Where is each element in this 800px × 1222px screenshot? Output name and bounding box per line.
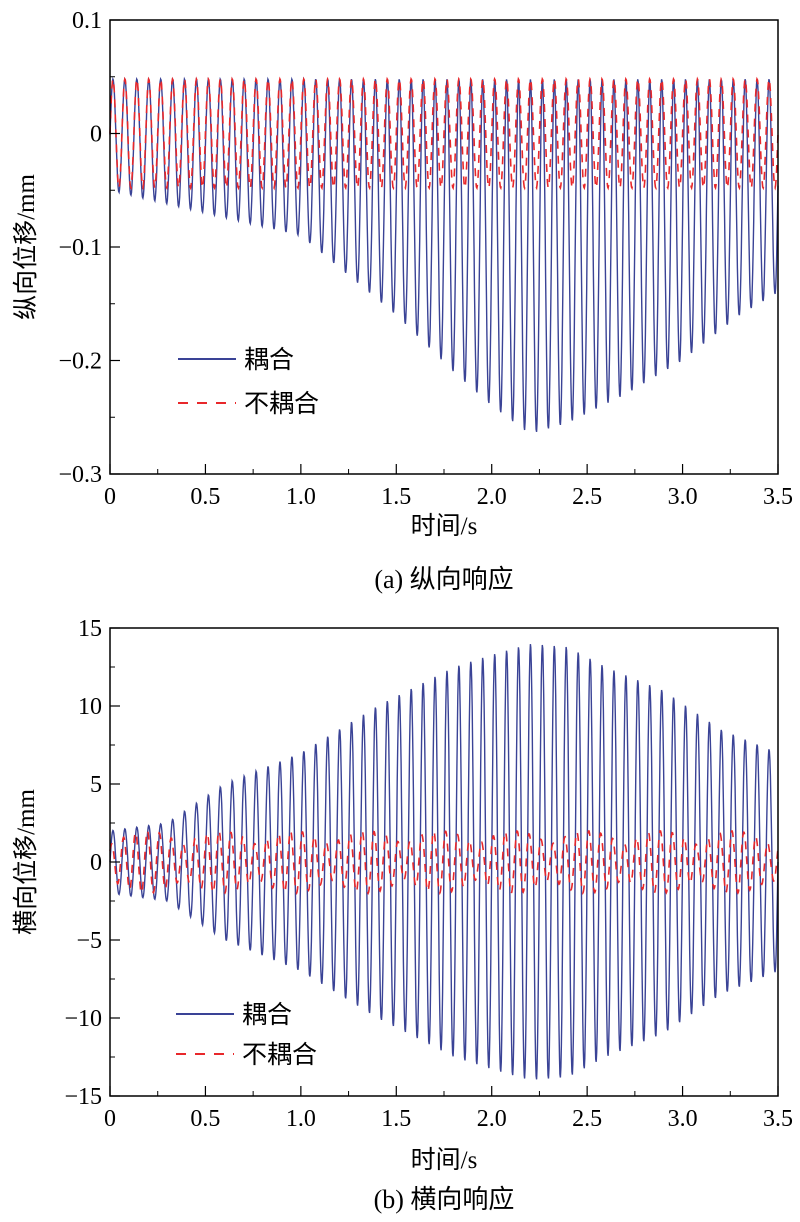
chart-a-x-tick-label: 2.0 <box>477 484 507 510</box>
chart-a-caption: (a) 纵向响应 <box>374 565 513 594</box>
chart-a-x-tick-label: 3.5 <box>763 484 793 510</box>
chart-a-x-tick-label: 0.5 <box>190 484 220 510</box>
chart-b-y-tick-label: −10 <box>64 1006 102 1032</box>
chart-a-x-tick-label: 0 <box>104 484 116 510</box>
chart-b-y-tick-label: 15 <box>78 616 102 642</box>
chart-a-y-tick-label: −0.2 <box>58 349 102 375</box>
chart-b-x-tick-label: 2.0 <box>477 1106 507 1132</box>
chart-b-x-tick-label: 0.5 <box>190 1106 220 1132</box>
chart-b-y-tick-label: 5 <box>90 772 102 798</box>
chart-a-xlabel: 时间/s <box>411 512 478 540</box>
chart-b-y-tick-label: −5 <box>76 928 102 954</box>
chart-a-ylabel: 纵向位移/mm <box>12 174 40 320</box>
chart-b-ylabel: 横向位移/mm <box>12 789 40 935</box>
chart-lateral: 0 0.5 1.0 1.5 2.0 2.5 3.0 3.5 15 10 5 0 −5 −10 −15 <box>64 616 793 1132</box>
chart-a-x-tick-label: 1.0 <box>286 484 316 510</box>
chart-a-y-tick-label: 0.1 <box>72 8 102 34</box>
chart-b-x-tick-label: 1.0 <box>286 1106 316 1132</box>
chart-b-y-tick-label: 0 <box>90 850 102 876</box>
chart-b-caption: (b) 横向响应 <box>374 1185 515 1214</box>
chart-b-series-coupled <box>109 644 779 1080</box>
chart-a-x-tick-label: 3.0 <box>668 484 698 510</box>
chart-b-x-tick-label: 2.5 <box>572 1106 602 1132</box>
chart-longitudinal: 0 0.5 1.0 1.5 2.0 2.5 3.0 3.5 0.1 0 −0.1 −0.2 −0.3 <box>58 8 793 510</box>
chart-a-series-uncoupled <box>109 76 779 191</box>
chart-b-x-tick-label: 3.0 <box>668 1106 698 1132</box>
chart-b-y-tick-label: −15 <box>64 1084 102 1110</box>
chart-b-legend: 耦合 不耦合 <box>176 1001 317 1069</box>
chart-a-y-tick-label: −0.3 <box>58 462 102 488</box>
chart-b-x-tick-label: 1.5 <box>381 1106 411 1132</box>
chart-a-y-tick-label: 0 <box>90 122 102 148</box>
chart-a-x-tick-label: 2.5 <box>572 484 602 510</box>
chart-b-y-tick-label: 10 <box>78 694 102 720</box>
chart-a-y-tick-label: −0.1 <box>58 235 102 261</box>
chart-b-x-tick-label: 3.5 <box>763 1106 793 1132</box>
chart-b-series-uncoupled <box>109 830 779 896</box>
chart-b-xlabel: 时间/s <box>411 1146 478 1174</box>
chart-b-x-tick-label: 0 <box>104 1106 116 1132</box>
chart-b-legend-label-uncoupled: 不耦合 <box>242 1041 317 1069</box>
chart-b-legend-label-coupled: 耦合 <box>242 1001 292 1029</box>
chart-a-x-tick-label: 1.5 <box>381 484 411 510</box>
chart-a-legend-label-coupled: 耦合 <box>244 346 294 374</box>
chart-a-legend: 耦合 不耦合 <box>178 346 319 418</box>
chart-a-legend-label-uncoupled: 不耦合 <box>244 390 319 418</box>
